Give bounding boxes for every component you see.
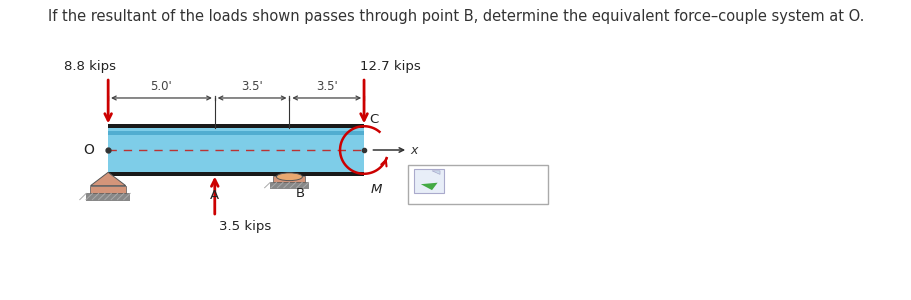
Text: 8.8 kips: 8.8 kips [64, 60, 116, 73]
FancyBboxPatch shape [414, 169, 444, 193]
Text: 3.5 kips: 3.5 kips [219, 220, 271, 233]
Text: A: A [210, 189, 219, 202]
Bar [270, 182, 308, 189]
Bar [90, 186, 126, 193]
Text: 12.7 kips: 12.7 kips [360, 60, 420, 73]
Text: 5.0': 5.0' [150, 80, 172, 93]
Bar [273, 176, 305, 182]
Bar [108, 128, 363, 172]
Text: O: O [83, 143, 94, 157]
Text: C: C [368, 113, 378, 126]
Polygon shape [420, 183, 437, 190]
Text: If the resultant of the loads shown passes through point B, determine the equiva: If the resultant of the loads shown pass… [47, 9, 864, 24]
FancyBboxPatch shape [407, 165, 548, 203]
Bar [108, 172, 363, 176]
Bar [86, 193, 130, 200]
Text: M: M [370, 183, 382, 196]
Ellipse shape [276, 173, 302, 181]
Text: 3.5': 3.5' [241, 80, 262, 93]
Bar [108, 124, 363, 128]
Text: B: B [295, 187, 304, 200]
Text: 3.5': 3.5' [315, 80, 337, 93]
Polygon shape [90, 172, 126, 186]
Polygon shape [432, 171, 439, 174]
Text: x: x [410, 143, 417, 157]
Bar [108, 131, 363, 135]
